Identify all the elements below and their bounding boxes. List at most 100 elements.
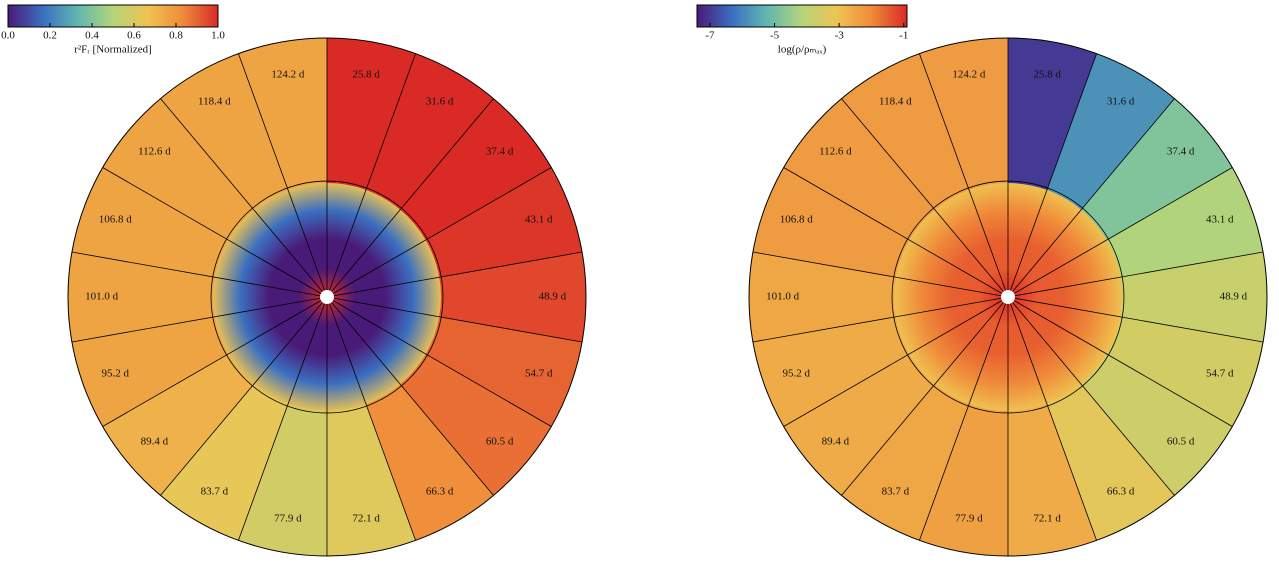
wedge-divider xyxy=(1007,53,1097,298)
wedge-label: 95.2 d xyxy=(783,368,811,380)
colorbar-tick-label: -3 xyxy=(835,30,845,42)
wedge-divider xyxy=(71,251,328,298)
colorbar-tick-label: 0.6 xyxy=(127,30,141,42)
wedge-divider xyxy=(326,251,583,298)
wedge xyxy=(425,167,583,278)
wedge-label: 66.3 d xyxy=(1107,486,1135,498)
wedge-divider xyxy=(326,296,416,541)
colorbar-tick-label: -7 xyxy=(705,30,715,42)
wedge-label: 124.2 d xyxy=(271,69,305,81)
wedge xyxy=(1081,98,1233,241)
wedge-label: 31.6 d xyxy=(1107,95,1135,107)
wedge xyxy=(71,167,229,278)
wedge-label: 77.9 d xyxy=(274,512,302,524)
wedge-divider xyxy=(102,167,328,298)
wedge xyxy=(1120,252,1267,342)
wedge-divider xyxy=(919,296,1009,541)
wedge-divider xyxy=(1007,296,1097,541)
wedge xyxy=(752,167,910,278)
wedge-label: 83.7 d xyxy=(201,486,229,498)
wedge xyxy=(1046,53,1175,210)
outer-ring xyxy=(67,37,587,557)
wedge xyxy=(1008,38,1097,190)
wedge xyxy=(102,98,254,241)
wedge-label: 43.1 d xyxy=(525,213,553,225)
wedge xyxy=(238,38,327,190)
wedge-label: 83.7 d xyxy=(882,486,910,498)
wedge xyxy=(752,316,910,427)
wedge xyxy=(439,252,586,342)
wedge-divider xyxy=(238,296,328,541)
wedge-label: 106.8 d xyxy=(780,213,814,225)
wedge-label: 118.4 d xyxy=(198,95,231,107)
wedge-label: 25.8 d xyxy=(352,69,380,81)
front-line xyxy=(891,180,1125,414)
wedge xyxy=(102,353,254,496)
wedge xyxy=(365,53,494,210)
wedge xyxy=(425,316,583,427)
front-line xyxy=(210,180,444,414)
wedge-divider xyxy=(326,296,583,343)
wedge-divider xyxy=(102,296,328,427)
wedge xyxy=(327,38,416,190)
colorbar xyxy=(696,4,908,28)
wedge xyxy=(327,404,416,556)
wedge-label: 66.3 d xyxy=(426,486,454,498)
wedge-divider xyxy=(238,53,328,298)
wedge-label: 37.4 d xyxy=(486,146,514,158)
wedge xyxy=(400,98,552,241)
colorbar-tick-label: -1 xyxy=(899,30,908,42)
wedge-divider xyxy=(841,296,1009,496)
wedge xyxy=(160,384,289,541)
wedge-divider xyxy=(783,296,1009,427)
wedge-label: 89.4 d xyxy=(141,435,169,447)
wedge-label: 43.1 d xyxy=(1206,213,1234,225)
wedge-divider xyxy=(783,167,1009,298)
wedge-label: 124.2 d xyxy=(952,69,986,81)
wedge xyxy=(71,316,229,427)
wedge-divider xyxy=(1007,296,1233,427)
wedge-label: 112.6 d xyxy=(138,146,171,158)
wedge xyxy=(783,353,935,496)
wedge xyxy=(841,53,970,210)
wedge xyxy=(1106,316,1264,427)
center-dot xyxy=(1001,290,1015,304)
center-dot xyxy=(320,290,334,304)
wedge-label: 54.7 d xyxy=(1206,368,1234,380)
wedge-divider xyxy=(326,98,494,298)
wedge-label: 106.8 d xyxy=(99,213,133,225)
wedge xyxy=(749,252,896,342)
wedge-label: 60.5 d xyxy=(486,435,514,447)
colorbar-tick-label: 0.2 xyxy=(43,30,57,42)
wedge-divider xyxy=(752,296,1009,343)
wedge-divider xyxy=(919,53,1009,298)
wedge xyxy=(160,53,289,210)
colorbar-tick-label: 0.4 xyxy=(85,30,99,42)
wedge-label: 48.9 d xyxy=(1220,291,1248,303)
wedge-label: 25.8 d xyxy=(1033,69,1061,81)
wedge-label: 48.9 d xyxy=(539,291,567,303)
colorbar xyxy=(7,4,219,28)
wedge-label: 118.4 d xyxy=(879,95,912,107)
wedge-label: 72.1 d xyxy=(352,512,380,524)
wedge-label: 89.4 d xyxy=(822,435,850,447)
wedge-divider xyxy=(326,53,416,298)
wedge-divider xyxy=(1007,251,1264,298)
wedge-label: 60.5 d xyxy=(1167,435,1195,447)
colorbar-label: log(ρ/ρₘₐₓ) xyxy=(778,44,827,56)
wedge xyxy=(1106,167,1264,278)
outer-ring xyxy=(748,37,1268,557)
wedge-divider xyxy=(160,296,328,496)
wedge xyxy=(67,252,215,342)
colorbar-tick-label: 0.8 xyxy=(169,30,183,42)
wedge-divider xyxy=(71,296,328,343)
wedge-label: 37.4 d xyxy=(1167,146,1195,158)
wedge-divider xyxy=(841,98,1009,298)
wedge xyxy=(1081,353,1233,496)
wedge-divider xyxy=(326,296,552,427)
wedge-divider xyxy=(1007,296,1264,343)
wedge-divider xyxy=(326,167,552,298)
wedge-label: 31.6 d xyxy=(426,95,454,107)
wedge xyxy=(238,404,327,556)
